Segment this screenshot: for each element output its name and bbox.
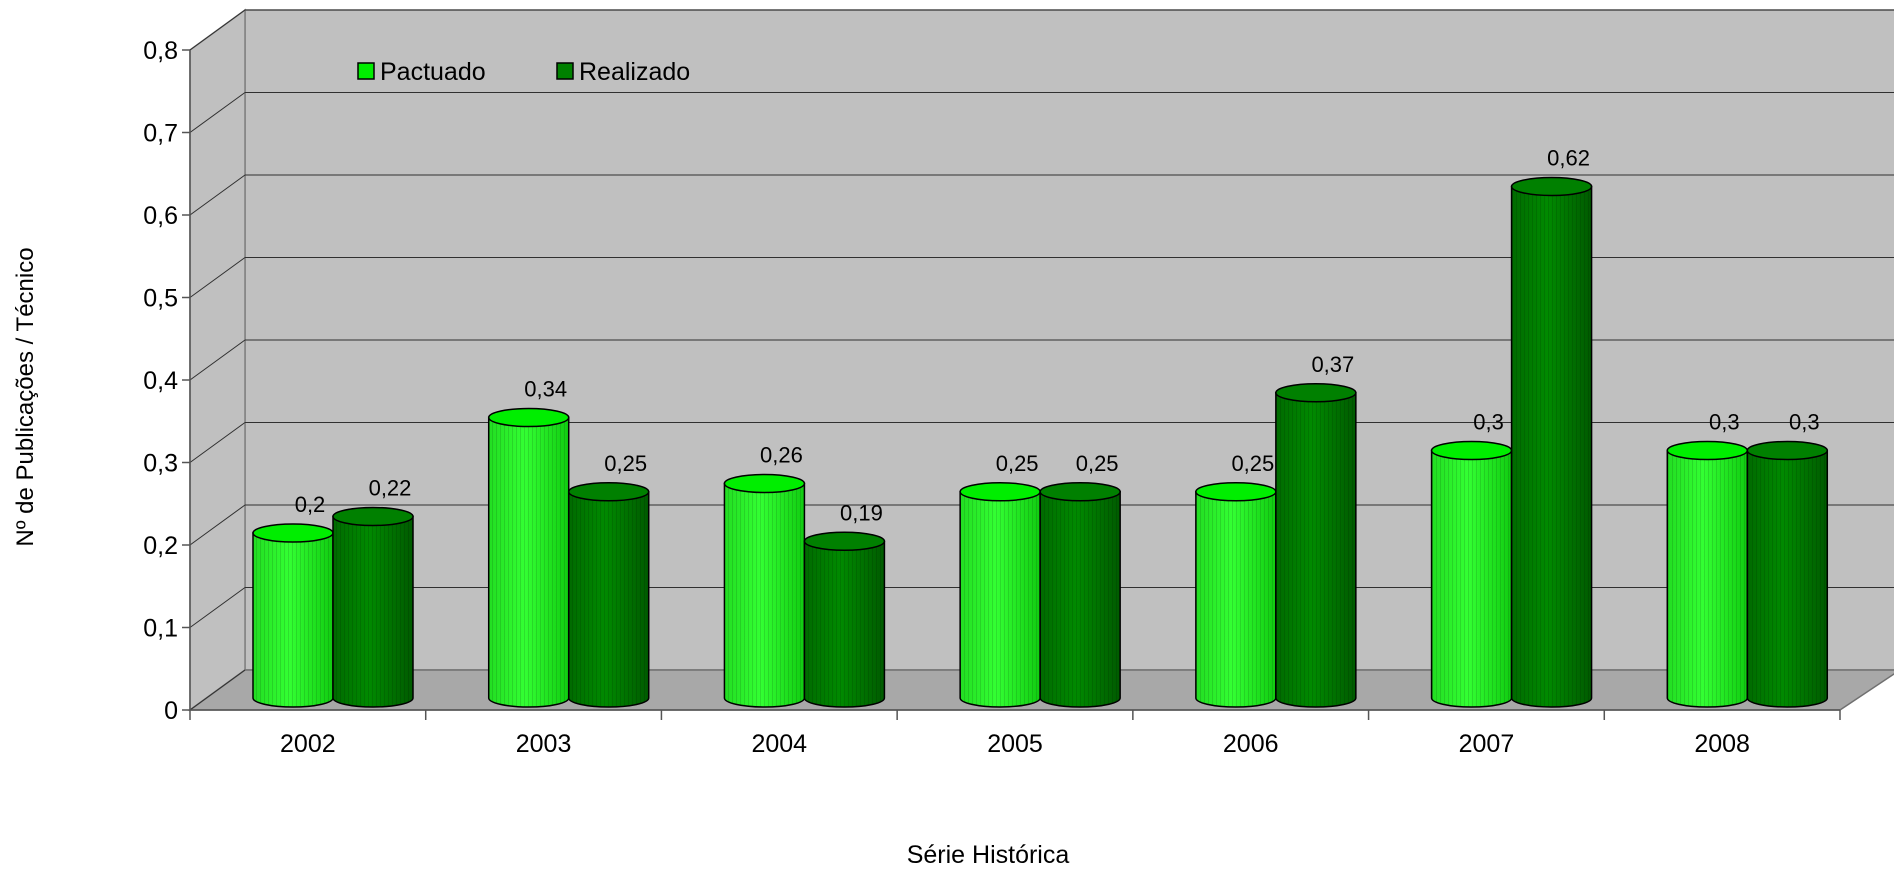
bar-realizado-2002 [333,508,413,708]
x-axis-title: Série Histórica [907,841,1070,869]
bar-pactuado-2003 [489,409,569,708]
bar-top [804,532,884,550]
x-tick-label: 2002 [280,730,336,758]
data-label: 0,2 [295,492,326,517]
bar-texture [1667,451,1747,708]
y-tick-label: 0,2 [143,532,178,560]
bar-pactuado-2002 [253,524,333,707]
bar-top [1667,442,1747,460]
x-tick-label: 2005 [987,730,1043,758]
legend-label: Realizado [579,58,690,86]
bar-texture [1432,451,1512,708]
y-tick-label: 0,8 [143,37,178,65]
bar-top [960,483,1040,501]
data-label: 0,3 [1789,410,1820,435]
y-tick-label: 0,3 [143,450,178,478]
x-tick-label: 2003 [516,730,572,758]
bar-realizado-2004 [804,532,884,707]
bar-texture [1196,492,1276,707]
bar-realizado-2006 [1276,384,1356,707]
data-label: 0,25 [1076,451,1119,476]
data-label: 0,25 [604,451,647,476]
bar-top [1276,384,1356,402]
bar-texture [333,517,413,708]
y-tick-label: 0,6 [143,202,178,230]
bar-top [489,409,569,427]
bar-top [253,524,333,542]
bar-texture [1276,393,1356,707]
bar-top [1196,483,1276,501]
x-tick-label: 2007 [1459,730,1515,758]
x-tick-label: 2004 [751,730,807,758]
bar-top [1040,483,1120,501]
data-label: 0,22 [369,476,412,501]
bar-texture [1747,451,1827,708]
bar-texture [804,541,884,707]
x-tick-label: 2008 [1694,730,1750,758]
x-tick-label: 2006 [1223,730,1279,758]
data-label: 0,26 [760,443,803,468]
data-label: 0,19 [840,500,883,525]
bar-texture [489,418,569,708]
bar-top [569,483,649,501]
bar-texture [1040,492,1120,707]
y-tick-label: 0,4 [143,367,178,395]
data-label: 0,34 [524,377,567,402]
bar-texture [724,484,804,708]
bar-texture [253,533,333,707]
bar-top [333,508,413,526]
data-label: 0,25 [1231,451,1274,476]
bar-realizado-2003 [569,483,649,707]
bar-pactuado-2005 [960,483,1040,707]
bar-top [1432,442,1512,460]
bar-texture [960,492,1040,707]
y-axis-title: Nº de Publicações / Técnico [12,247,39,546]
bar-texture [569,492,649,707]
bar-pactuado-2008 [1667,442,1747,708]
data-label: 0,3 [1709,410,1740,435]
data-label: 0,37 [1311,352,1354,377]
y-tick-label: 0,7 [143,120,178,148]
legend-swatch [557,63,573,79]
bar-top [724,475,804,493]
y-tick-label: 0,5 [143,285,178,313]
bar-pactuado-2007 [1432,442,1512,708]
data-label: 0,62 [1547,146,1590,171]
bar-top [1512,178,1592,196]
bar-texture [1512,187,1592,708]
bar-realizado-2007 [1512,178,1592,708]
y-tick-label: 0 [164,697,178,725]
bar-top [1747,442,1827,460]
bar-realizado-2005 [1040,483,1120,707]
legend-swatch [358,63,374,79]
data-label: 0,25 [996,451,1039,476]
bar-pactuado-2006 [1196,483,1276,707]
bar-realizado-2008 [1747,442,1827,708]
data-label: 0,3 [1473,410,1504,435]
legend-label: Pactuado [380,58,486,86]
bar-pactuado-2004 [724,475,804,708]
y-tick-label: 0,1 [143,615,178,643]
